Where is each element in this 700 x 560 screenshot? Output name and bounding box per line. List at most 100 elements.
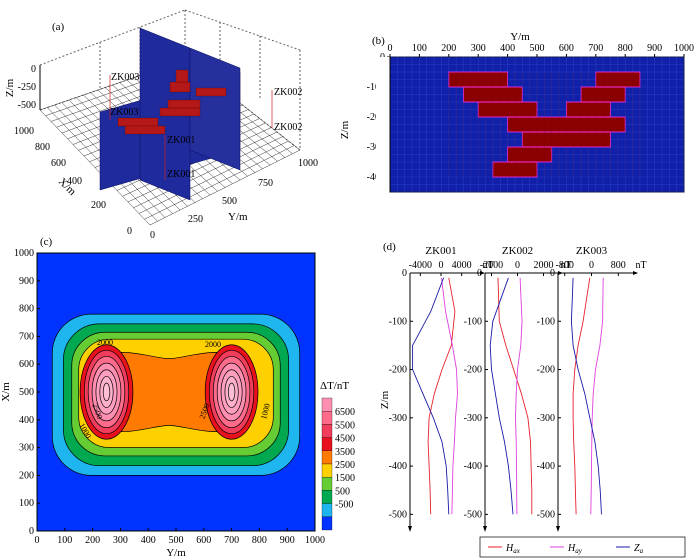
colorbar-swatch [321,463,333,478]
y-tick-label: -200 [464,365,482,376]
panel-a-z-label: Z/m [4,78,16,97]
colorbar-swatch [321,490,333,504]
contour-label: 2000 [97,338,113,347]
panel-c-contours [37,253,315,531]
panel-a-y-tick: 500 [222,196,237,207]
panel-a-y-tick: 1000 [298,158,318,169]
series-line-hax [427,277,456,515]
x-tick-label: 700 [588,43,603,54]
panel-a-body-blocks [117,69,227,135]
colorbar-swatch [321,503,333,517]
axis-arrow [633,271,638,275]
contour-label: 2000 [205,340,221,349]
panel-b-y-label: Z/m [339,120,351,139]
x-tick-label: -800 [556,260,574,271]
panel-c-label: (c) [40,236,53,248]
borehole-label-zk003-bottom: ZK003 [110,107,138,118]
colorbar-swatch [321,411,333,425]
x-tick-label: 0 [35,535,40,546]
colorbar-tick-label: 3500 [335,447,355,458]
y-tick-label: -200 [537,365,555,376]
x-tick-label: 500 [169,535,184,546]
floor-grid-line [144,145,295,220]
floor-grid-line [149,149,301,226]
x-tick-label: -4000 [409,260,432,271]
x-tick-label: 700 [224,535,239,546]
borehole-label-zk001-top: ZK001 [167,135,195,146]
colorbar-tick-label: 1500 [335,473,355,484]
x-tick-label: 800 [252,535,267,546]
x-tick-label: 800 [618,43,633,54]
y-tick-label: 400 [19,415,34,426]
y-tick-label: -500 [537,509,555,520]
axis-margin [376,57,390,192]
panel-a-boreholes [109,75,273,180]
colorbar-swatch [321,516,333,531]
panel-a-x-tick: 800 [35,142,50,153]
colorbar-swatch [321,437,333,451]
y-tick-label: 0 [477,268,482,279]
panel-d-legend: Hax Hay Za [479,536,686,558]
x-tick-label: 600 [559,43,574,54]
y-tick-label: 600 [19,359,34,370]
colorbar-swatch [321,450,333,465]
x-tick-label: 0 [589,260,594,271]
y-tick-label: -200 [389,365,407,376]
y-tick-label: -100 [389,316,407,327]
panel-b-y-ticks: 0-100-200-300-400 [367,52,391,192]
y-tick-label: 300 [19,443,34,454]
colorbar-swatch [321,477,333,491]
profile-title: ZK001 [425,245,456,257]
profile-title: ZK003 [576,245,608,257]
contour-ring [102,382,111,402]
y-tick-label: 700 [19,331,34,342]
borehole-label-zk002-bottom: ZK002 [274,122,302,133]
panel-a-z-tick: -500 [18,100,36,111]
series-line-za [489,277,514,515]
series-line-hay [515,277,523,515]
panel-b-x-ticks: 0 100 200 300 400 500 600 700 800 900 1000 [388,43,694,57]
unit-label: nT [635,260,646,271]
x-tick-label: 400 [500,43,515,54]
series-line-za [570,277,602,515]
x-tick-label: 500 [530,43,545,54]
panel-a-y-tick: 0 [150,230,155,241]
panel-a-x-tick: 1000 [14,126,34,137]
x-tick-label: 800 [611,260,626,271]
y-tick-label: -400 [537,461,555,472]
panel-a-x-tick: 200 [91,200,106,211]
x-tick-label: 400 [141,535,156,546]
floor-grid-line [133,136,283,208]
y-tick-label: -100 [367,82,385,93]
panel-b-label: (b) [372,35,385,47]
y-tick-label: -400 [367,172,385,183]
borehole-label-zk003-top: ZK003 [111,72,139,83]
unit-label: nT [560,260,571,271]
x-tick-label: 100 [57,535,72,546]
x-tick-label: 900 [280,535,295,546]
colorbar-tick-label: 2500 [335,460,355,471]
y-tick-label: 500 [19,387,34,398]
y-tick-label: -400 [464,461,482,472]
x-tick-label: 1000 [305,535,325,546]
x-tick-label: 4000 [452,260,472,271]
y-tick-label: 200 [19,470,34,481]
floor-grid-line [138,140,289,214]
y-tick-label: -300 [367,142,385,153]
y-tick-label: -300 [537,413,555,424]
panel-a-y-tick: 250 [188,214,203,225]
panel-a-z-tick: 0 [31,64,36,75]
y-tick-label: 0 [29,526,34,537]
panel-a-x-tick: 400 [67,176,82,187]
y-tick-label: 100 [19,498,34,509]
y-tick-label: -300 [464,413,482,424]
series-line-hax [497,277,533,515]
borehole-label-zk002-top: ZK002 [274,87,302,98]
x-tick-label: 300 [471,43,486,54]
colorbar-tick-label: 500 [335,486,350,497]
x-tick-label: 200 [85,535,100,546]
contour-label: 1000 [259,402,272,420]
legend-box [479,536,686,558]
